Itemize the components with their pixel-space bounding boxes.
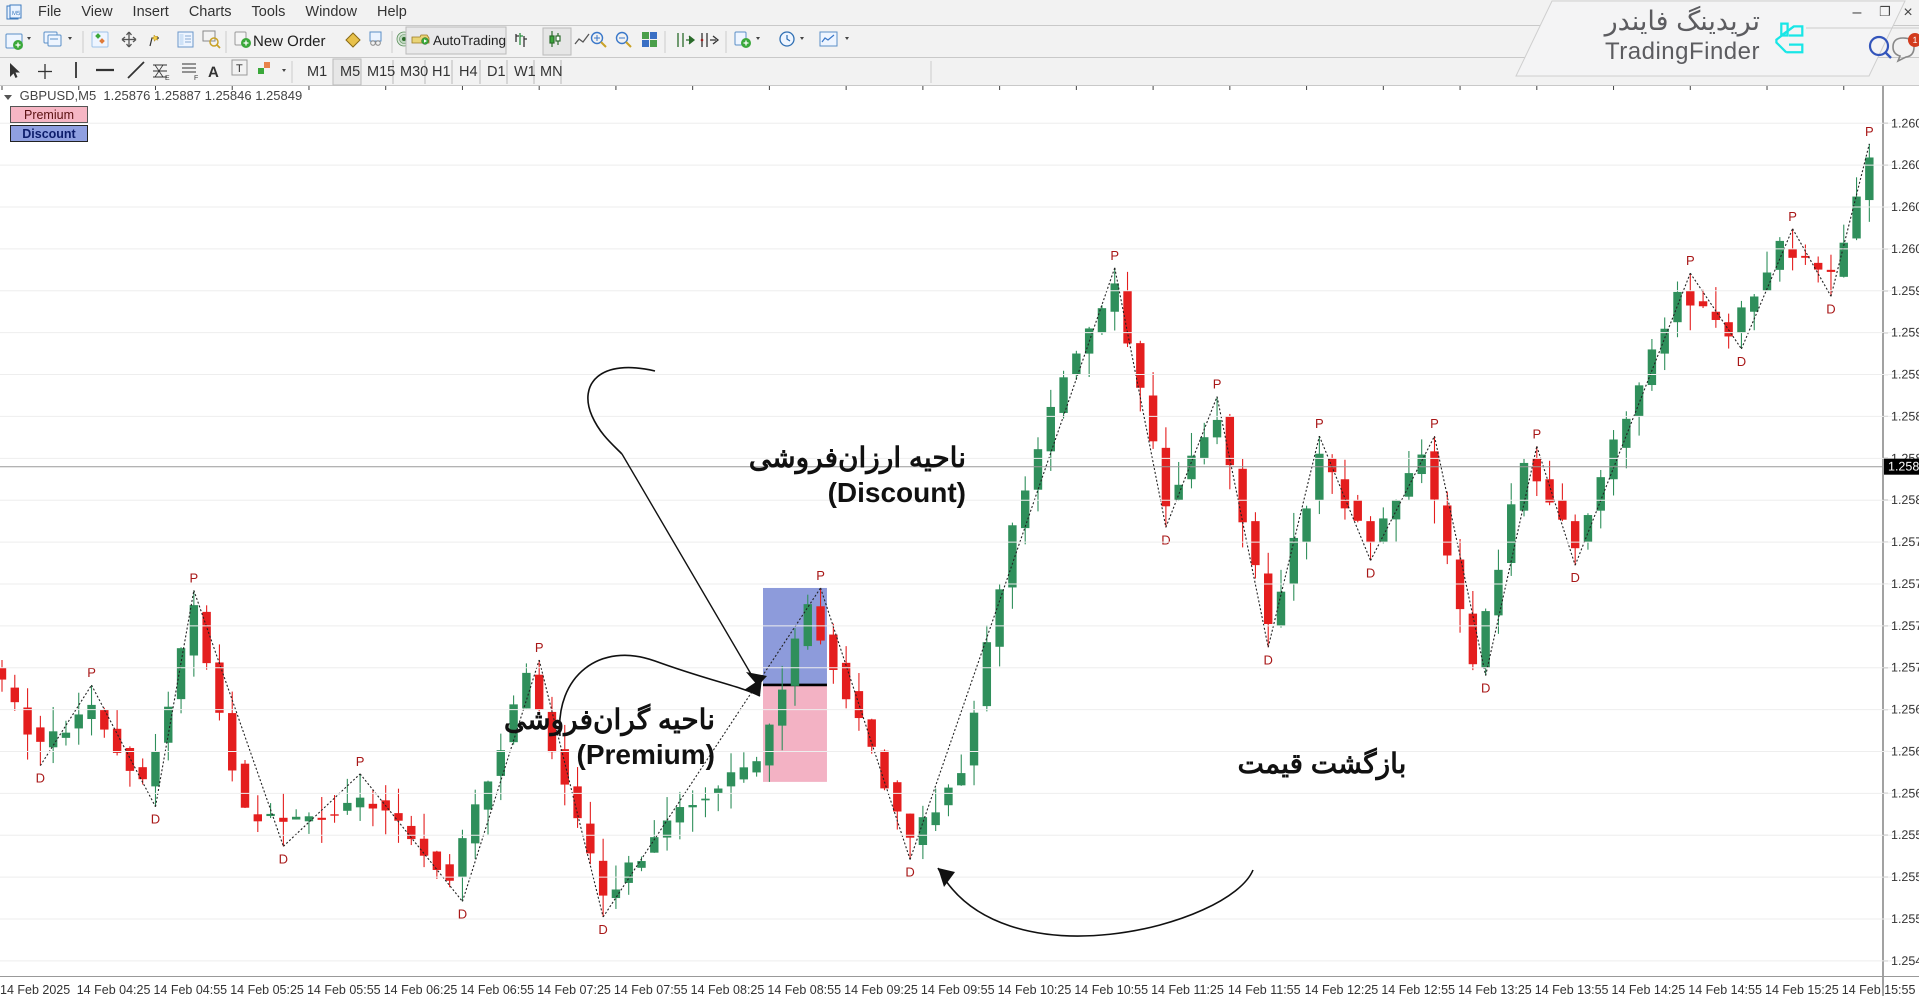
svg-text:D: D <box>279 851 288 866</box>
svg-text:P: P <box>1213 377 1222 392</box>
svg-text:1.25585: 1.25585 <box>1891 828 1919 842</box>
svg-text:D: D <box>1264 652 1273 667</box>
svg-text:D: D <box>1161 532 1170 547</box>
svg-text:1.26065: 1.26065 <box>1891 158 1919 172</box>
svg-text:D: D <box>1570 570 1579 585</box>
svg-text:1.25555: 1.25555 <box>1891 870 1919 884</box>
svg-text:A: A <box>208 64 219 81</box>
svg-text:D: D <box>1481 681 1490 696</box>
svg-text:F: F <box>194 75 198 82</box>
svg-text:D: D <box>598 922 607 937</box>
svg-text:D: D <box>1826 301 1835 316</box>
svg-text:1.25525: 1.25525 <box>1891 912 1919 926</box>
svg-text:E: E <box>165 75 170 82</box>
svg-text:1.25645: 1.25645 <box>1891 744 1919 758</box>
svg-text:1.25795: 1.25795 <box>1891 535 1919 549</box>
svg-text:P: P <box>1865 124 1874 139</box>
svg-text:1.25975: 1.25975 <box>1891 284 1919 298</box>
svg-text:1.25675: 1.25675 <box>1891 703 1919 717</box>
svg-text:P: P <box>1430 416 1439 431</box>
svg-text:1.25495: 1.25495 <box>1891 954 1919 968</box>
svg-text:D: D <box>151 812 160 827</box>
svg-text:1.26095: 1.26095 <box>1891 116 1919 130</box>
svg-text:T: T <box>236 63 243 75</box>
svg-text:D: D <box>36 771 45 786</box>
svg-text:1.25825: 1.25825 <box>1891 493 1919 507</box>
svg-text:P: P <box>816 568 825 583</box>
svg-text:1.25945: 1.25945 <box>1891 326 1919 340</box>
svg-text:P: P <box>1788 209 1797 224</box>
svg-text:P: P <box>535 640 544 655</box>
svg-text:P: P <box>1532 426 1541 441</box>
svg-text:P: P <box>356 754 365 769</box>
svg-text:P: P <box>1110 248 1119 263</box>
svg-text:1.25885: 1.25885 <box>1891 409 1919 423</box>
svg-text:1.25765: 1.25765 <box>1891 577 1919 591</box>
svg-text:D: D <box>1737 354 1746 369</box>
svg-text:P: P <box>1686 253 1695 268</box>
svg-text:1.25849: 1.25849 <box>1888 460 1919 474</box>
svg-text:M5: M5 <box>12 10 21 17</box>
svg-text:1.25735: 1.25735 <box>1891 619 1919 633</box>
svg-text:P: P <box>190 570 199 585</box>
svg-text:P: P <box>1315 416 1324 431</box>
svg-text:D: D <box>1366 565 1375 580</box>
svg-text:1.25705: 1.25705 <box>1891 661 1919 675</box>
svg-text:AutoTrading: AutoTrading <box>433 33 506 48</box>
svg-text:1.26035: 1.26035 <box>1891 200 1919 214</box>
svg-text:1.26005: 1.26005 <box>1891 242 1919 256</box>
svg-text:1.25915: 1.25915 <box>1891 368 1919 382</box>
svg-text:New Order: New Order <box>253 33 326 50</box>
svg-text:1.25615: 1.25615 <box>1891 786 1919 800</box>
